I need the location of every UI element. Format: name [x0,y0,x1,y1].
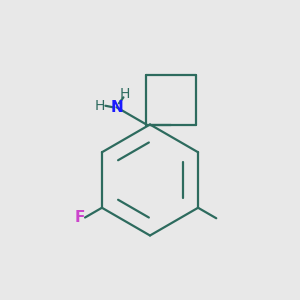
Text: N: N [110,100,123,115]
Text: H: H [95,99,105,113]
Text: H: H [120,87,130,101]
Text: F: F [74,210,85,225]
